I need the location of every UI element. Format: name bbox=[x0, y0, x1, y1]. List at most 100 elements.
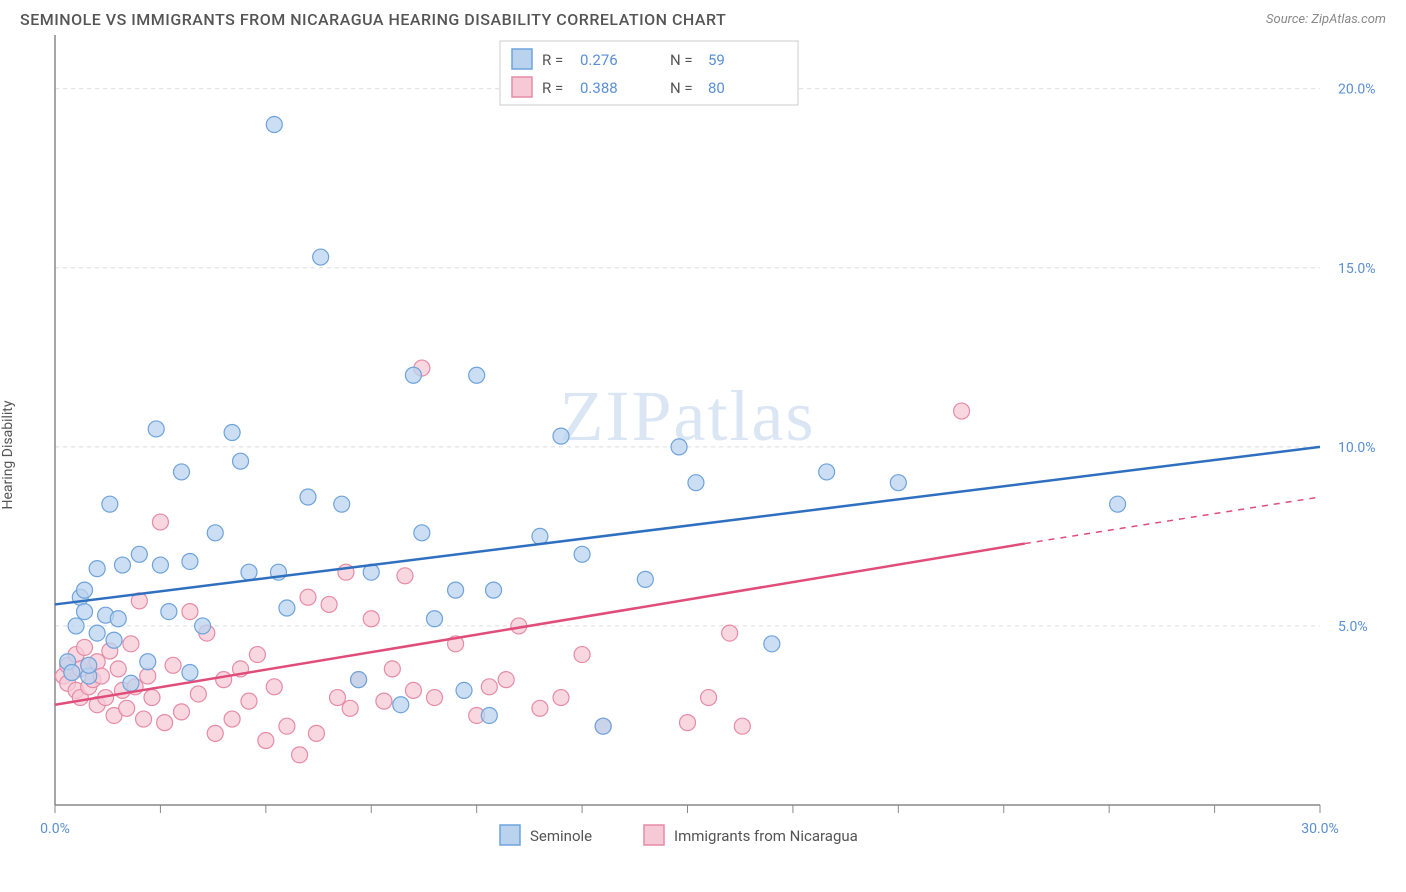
data-point bbox=[330, 690, 346, 706]
data-point bbox=[119, 700, 135, 716]
data-point bbox=[174, 704, 190, 720]
y-tick-label: 20.0% bbox=[1338, 82, 1376, 98]
data-point bbox=[77, 582, 93, 598]
data-point bbox=[532, 700, 548, 716]
trend-line bbox=[55, 447, 1320, 605]
data-point bbox=[148, 421, 164, 437]
legend-swatch bbox=[644, 825, 664, 845]
data-point bbox=[114, 557, 130, 573]
data-point bbox=[216, 672, 232, 688]
data-point bbox=[553, 690, 569, 706]
data-point bbox=[456, 682, 472, 698]
data-point bbox=[123, 675, 139, 691]
data-point bbox=[233, 453, 249, 469]
data-point bbox=[532, 528, 548, 544]
data-point bbox=[136, 711, 152, 727]
data-point bbox=[384, 661, 400, 677]
y-tick-label: 15.0% bbox=[1338, 261, 1376, 277]
data-point bbox=[207, 725, 223, 741]
data-point bbox=[102, 496, 118, 512]
data-point bbox=[308, 725, 324, 741]
data-point bbox=[106, 632, 122, 648]
legend-series-label: Seminole bbox=[530, 827, 592, 845]
data-point bbox=[376, 693, 392, 709]
data-point bbox=[241, 564, 257, 580]
data-point bbox=[161, 604, 177, 620]
chart-title: SEMINOLE VS IMMIGRANTS FROM NICARAGUA HE… bbox=[20, 10, 726, 29]
data-point bbox=[249, 647, 265, 663]
data-point bbox=[68, 618, 84, 634]
data-point bbox=[224, 425, 240, 441]
data-point bbox=[553, 428, 569, 444]
data-point bbox=[300, 489, 316, 505]
data-point bbox=[152, 514, 168, 530]
legend-r-label: R = bbox=[542, 51, 563, 69]
data-point bbox=[722, 625, 738, 641]
data-point bbox=[890, 475, 906, 491]
data-point bbox=[195, 618, 211, 634]
data-point bbox=[140, 668, 156, 684]
data-point bbox=[427, 690, 443, 706]
data-point bbox=[363, 611, 379, 627]
scatter-chart: 5.0%10.0%15.0%20.0%ZIPatlas0.0%30.0%R =0… bbox=[0, 35, 1406, 875]
data-point bbox=[174, 464, 190, 480]
data-point bbox=[574, 546, 590, 562]
legend-swatch bbox=[512, 49, 532, 69]
data-point bbox=[764, 636, 780, 652]
data-point bbox=[595, 718, 611, 734]
data-point bbox=[486, 582, 502, 598]
y-tick-label: 5.0% bbox=[1338, 619, 1368, 635]
data-point bbox=[680, 715, 696, 731]
legend-r-label: R = bbox=[542, 79, 563, 97]
data-point bbox=[241, 693, 257, 709]
legend-n-value: 80 bbox=[708, 79, 725, 97]
legend-n-label: N = bbox=[670, 79, 693, 97]
y-tick-label: 10.0% bbox=[1338, 440, 1376, 456]
data-point bbox=[397, 568, 413, 584]
data-point bbox=[190, 686, 206, 702]
y-axis-label: Hearing Disability bbox=[0, 401, 16, 510]
data-point bbox=[110, 611, 126, 627]
data-point bbox=[266, 679, 282, 695]
x-tick-label: 0.0% bbox=[40, 821, 70, 837]
data-point bbox=[469, 367, 485, 383]
chart-container: Hearing Disability 5.0%10.0%15.0%20.0%ZI… bbox=[0, 35, 1406, 875]
data-point bbox=[266, 117, 282, 133]
data-point bbox=[300, 589, 316, 605]
data-point bbox=[165, 657, 181, 673]
data-point bbox=[1110, 496, 1126, 512]
data-point bbox=[954, 403, 970, 419]
data-point bbox=[292, 747, 308, 763]
data-point bbox=[448, 582, 464, 598]
data-point bbox=[688, 475, 704, 491]
data-point bbox=[182, 553, 198, 569]
data-point bbox=[637, 571, 653, 587]
data-point bbox=[224, 711, 240, 727]
data-point bbox=[140, 654, 156, 670]
data-point bbox=[64, 664, 80, 680]
data-point bbox=[123, 636, 139, 652]
legend-r-value: 0.388 bbox=[580, 79, 618, 97]
legend-n-label: N = bbox=[670, 51, 693, 69]
data-point bbox=[334, 496, 350, 512]
data-point bbox=[207, 525, 223, 541]
data-point bbox=[182, 604, 198, 620]
data-point bbox=[481, 679, 497, 695]
source-attribution: Source: ZipAtlas.com bbox=[1266, 12, 1386, 27]
data-point bbox=[701, 690, 717, 706]
data-point bbox=[498, 672, 514, 688]
data-point bbox=[313, 249, 329, 265]
data-point bbox=[182, 664, 198, 680]
data-point bbox=[77, 639, 93, 655]
data-point bbox=[351, 672, 367, 688]
trend-line-extrapolated bbox=[1025, 497, 1320, 544]
data-point bbox=[405, 367, 421, 383]
legend-n-value: 59 bbox=[708, 51, 725, 69]
data-point bbox=[144, 690, 160, 706]
data-point bbox=[110, 661, 126, 677]
data-point bbox=[574, 647, 590, 663]
data-point bbox=[819, 464, 835, 480]
data-point bbox=[427, 611, 443, 627]
data-point bbox=[77, 604, 93, 620]
data-point bbox=[481, 707, 497, 723]
